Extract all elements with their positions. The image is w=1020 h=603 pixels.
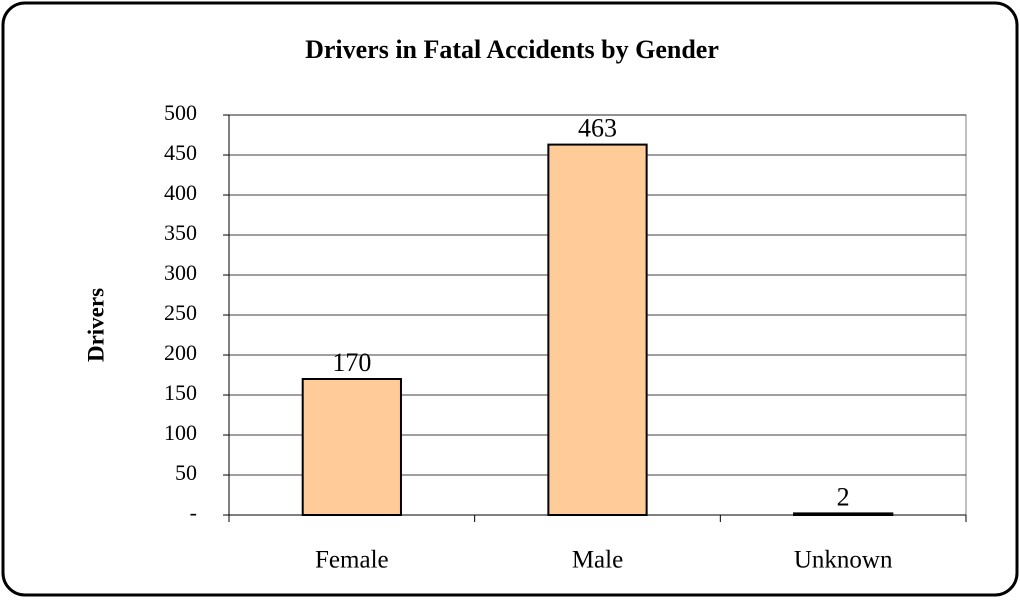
- y-tick-label: 50: [175, 460, 197, 485]
- chart-title: Drivers in Fatal Accidents by Gender: [305, 35, 719, 64]
- y-tick-label: 150: [164, 380, 197, 405]
- y-tick-label: 450: [164, 140, 197, 165]
- data-label: 170: [332, 348, 371, 377]
- y-tick-label: 200: [164, 340, 197, 365]
- x-tick-label: Unknown: [794, 547, 893, 574]
- bar: [547, 143, 648, 516]
- y-tick-label: 250: [164, 300, 197, 325]
- data-label: 463: [578, 114, 617, 143]
- y-tick-label: 500: [164, 100, 197, 125]
- y-tick-label: 350: [164, 220, 197, 245]
- x-tick-label: Male: [572, 547, 623, 574]
- y-tick-label: -: [190, 500, 197, 525]
- bar: [793, 512, 894, 517]
- bar: [301, 378, 402, 516]
- y-tick-label: 400: [164, 180, 197, 205]
- y-tick-label: 300: [164, 260, 197, 285]
- y-tick-label: 100: [164, 420, 197, 445]
- y-axis-label: Drivers: [83, 288, 108, 362]
- data-label: 2: [837, 482, 850, 511]
- x-tick-label: Female: [315, 547, 389, 574]
